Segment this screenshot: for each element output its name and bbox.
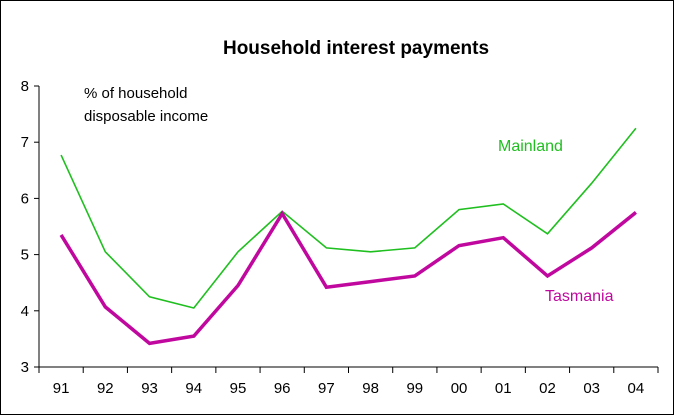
x-tick-label: 04: [628, 380, 645, 397]
chart-title: Household interest payments: [223, 38, 489, 59]
y-tick-label: 8: [21, 78, 29, 95]
x-tick-label: 02: [539, 380, 556, 397]
x-tick-label: 92: [97, 380, 114, 397]
x-tick-label: 00: [451, 380, 468, 397]
y-tick-label: 6: [21, 190, 29, 207]
y-tick-label: 5: [21, 247, 29, 264]
x-tick-label: 94: [185, 380, 202, 397]
x-tick-label: 95: [230, 380, 247, 397]
x-tick-label: 93: [141, 380, 158, 397]
series-line-mainland: [60, 127, 637, 309]
y-tick-label: 7: [21, 134, 29, 151]
x-tick-label: 99: [406, 380, 423, 397]
y-tick-label: 4: [21, 303, 29, 320]
x-ticks: 91 92 93 94 95 96 97 98 99 00 01 02 03 04: [38, 367, 659, 397]
x-tick-label: 03: [583, 380, 600, 397]
y-tick-label: 3: [21, 359, 29, 376]
series-label-tasmania: Tasmania: [545, 288, 614, 305]
y-ticks: 3 4 5 6 7 8: [21, 78, 39, 376]
x-tick-label: 97: [318, 380, 335, 397]
series-layer: [59, 127, 637, 346]
series-line-tasmania: [59, 210, 637, 346]
x-tick-label: 96: [274, 380, 291, 397]
series-label-mainland: Mainland: [498, 138, 563, 155]
x-tick-label: 01: [495, 380, 512, 397]
y-axis-label-line1: % of household: [84, 85, 187, 102]
x-tick-label: 98: [362, 380, 379, 397]
x-tick-label: 91: [53, 380, 70, 397]
y-axis-label-line2: disposable income: [84, 108, 208, 125]
